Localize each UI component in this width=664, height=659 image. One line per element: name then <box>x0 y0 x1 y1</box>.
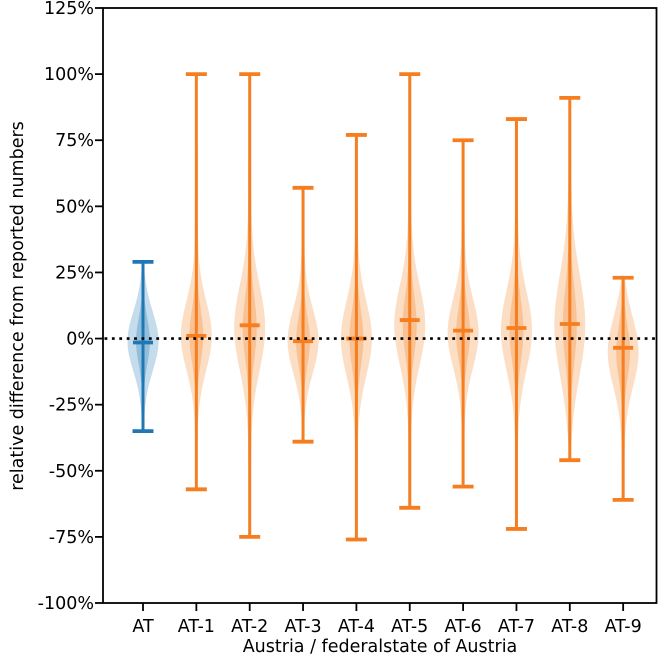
y-tick-label: -50% <box>49 462 94 482</box>
x-tick-label: AT-4 <box>338 617 375 637</box>
y-tick-label: -100% <box>38 594 94 614</box>
x-tick-label: AT-9 <box>605 617 642 637</box>
x-tick-label: AT-5 <box>391 617 428 637</box>
y-tick-label: 125% <box>44 0 94 19</box>
y-tick-label: -75% <box>49 528 94 548</box>
y-tick-label: 75% <box>55 131 94 151</box>
x-tick-label: AT-7 <box>498 617 535 637</box>
x-tick-label: AT <box>132 617 154 637</box>
plot-frame <box>102 7 658 604</box>
x-axis-title: Austria / federalstate of Austria <box>242 637 518 657</box>
y-tick-label: 100% <box>44 65 94 85</box>
x-tick-label: AT-1 <box>178 617 215 637</box>
x-tick-label: AT-2 <box>231 617 268 637</box>
y-tick-label: 50% <box>55 197 94 217</box>
y-tick-label: -25% <box>49 396 94 416</box>
y-tick-label: 0% <box>66 330 94 350</box>
x-tick-label: AT-3 <box>284 617 321 637</box>
x-tick-label: AT-8 <box>551 617 588 637</box>
x-tick-label: AT-6 <box>445 617 482 637</box>
y-tick-label: 25% <box>55 263 94 283</box>
